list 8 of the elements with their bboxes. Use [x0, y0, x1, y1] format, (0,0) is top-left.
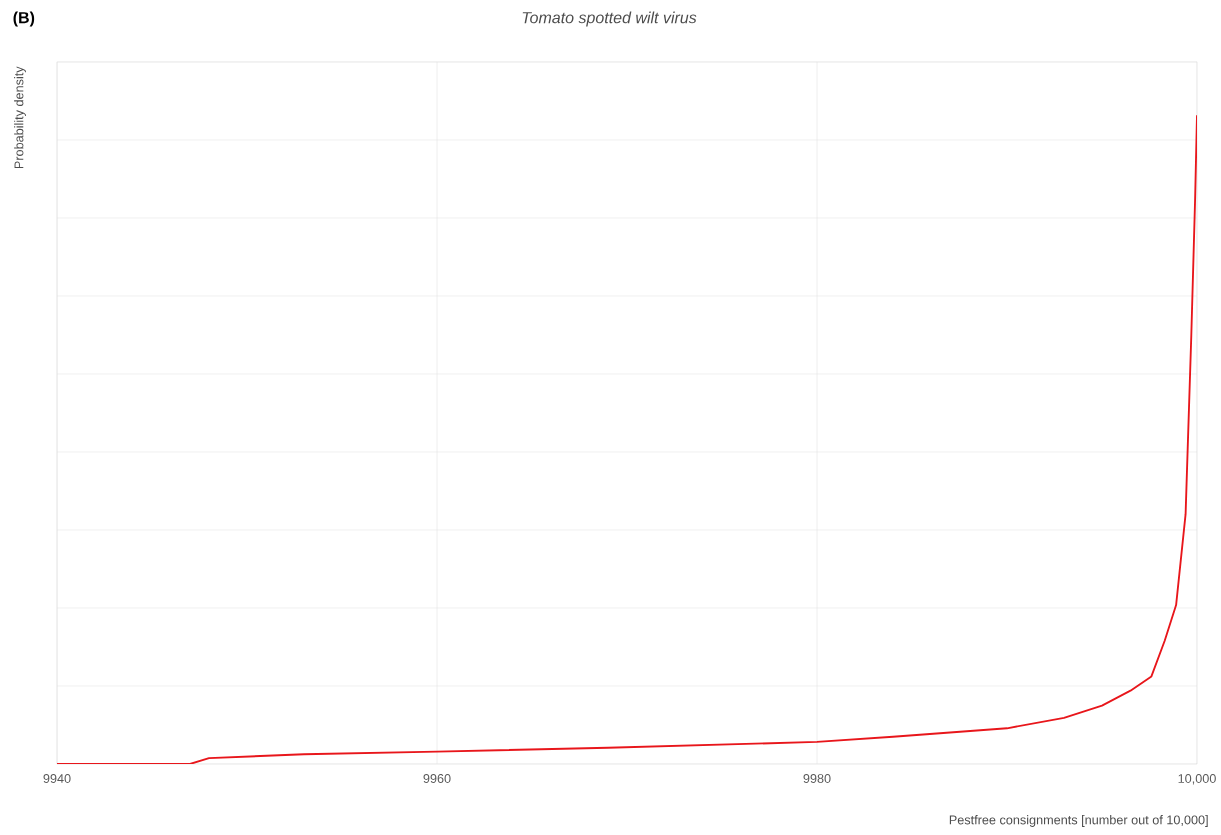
x-axis-title: Pestfree consignments [number out of 10,000]	[949, 815, 1208, 827]
x-tick-label: 10,000	[1178, 774, 1216, 785]
x-tick-label: 9960	[423, 774, 451, 783]
x-tick-label: 9940	[43, 774, 71, 783]
y-axis-title: Probability density	[14, 66, 26, 169]
text: (B)	[13, 11, 35, 27]
chart-title: Tomato spotted wilt virus	[522, 11, 697, 27]
x-tick-label: 9980	[803, 774, 831, 783]
